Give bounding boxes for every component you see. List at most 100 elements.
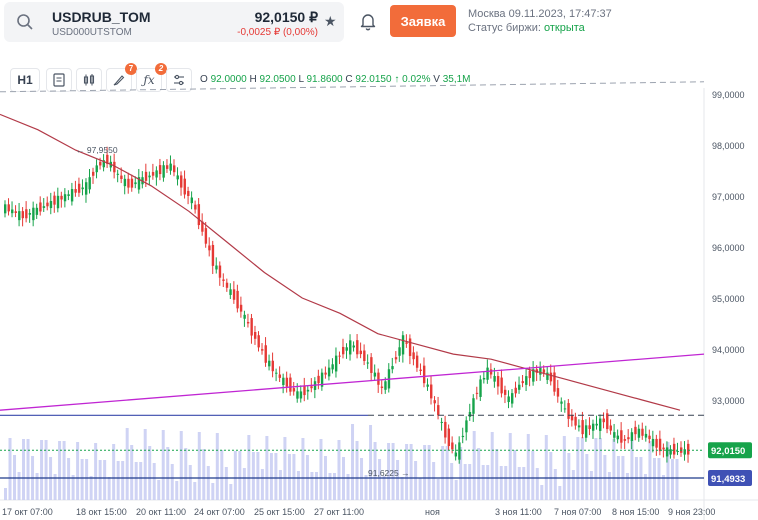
- exchange-status-label: Статус биржи:: [468, 22, 545, 34]
- candle-body: [444, 421, 447, 438]
- volume-bar: [337, 440, 341, 500]
- chart-type-button[interactable]: [76, 68, 102, 92]
- candle-body: [496, 376, 500, 387]
- candle-body: [514, 387, 517, 394]
- candle-body: [356, 340, 359, 355]
- volume-bar: [513, 450, 517, 500]
- volume-bar: [355, 441, 359, 500]
- candle-body: [229, 289, 232, 295]
- volume-bar: [378, 459, 382, 500]
- candle-body: [613, 432, 616, 438]
- x-tick-label: 20 окт 11:00: [136, 507, 186, 517]
- settings-sliders-button[interactable]: [166, 68, 192, 92]
- volume-bar: [112, 444, 116, 500]
- order-button[interactable]: Заявка: [390, 5, 456, 37]
- candle-body: [528, 370, 532, 379]
- candle-body: [99, 161, 102, 166]
- candle-body: [155, 170, 158, 178]
- candle-body: [7, 204, 10, 212]
- volume-bar: [468, 464, 472, 500]
- candle-body: [591, 423, 595, 431]
- volume-bar: [188, 465, 192, 500]
- candle-body: [574, 416, 577, 426]
- ohlc-close: 92.0150: [355, 74, 392, 85]
- candle-body: [553, 372, 556, 392]
- volume-bar: [630, 440, 634, 500]
- chart-panel[interactable]: H1 7 ƒx 2 O 92.0000 H: [0, 58, 758, 520]
- volume-bar: [427, 445, 431, 500]
- volume-bar: [657, 458, 661, 500]
- x-tick-label: 3 ноя 11:00: [495, 507, 542, 517]
- candle-body: [391, 366, 394, 370]
- volume-bar: [558, 486, 562, 500]
- candle-body: [18, 211, 21, 221]
- ohlc-legend: O 92.0000 H 92.0500 L 91.8600 C 92.0150 …: [200, 74, 471, 85]
- candle-body: [4, 204, 7, 214]
- candle-body: [489, 369, 493, 375]
- volume-bar: [229, 484, 233, 500]
- volume-bar: [454, 480, 458, 500]
- candle-body: [602, 418, 605, 423]
- volume-bar: [508, 433, 512, 500]
- volume-bar: [499, 466, 503, 500]
- candle-body: [447, 428, 451, 447]
- candle-body: [88, 177, 91, 190]
- candle-body: [683, 449, 686, 455]
- candle-body: [641, 428, 644, 436]
- candle-body: [482, 377, 486, 380]
- ohlc-l-label: L: [298, 74, 304, 85]
- volume-bar: [139, 462, 143, 500]
- volume-bar: [351, 424, 355, 500]
- candle-body: [493, 376, 496, 382]
- chart-settings-button[interactable]: [46, 68, 72, 92]
- candle-body: [511, 393, 514, 404]
- candle-body: [373, 372, 377, 377]
- volume-bar: [522, 467, 526, 500]
- volume-bar: [116, 461, 120, 500]
- volume-bar: [157, 480, 161, 500]
- volume-bar: [260, 469, 264, 500]
- volume-bar: [269, 453, 273, 500]
- instrument-search[interactable]: USDRUB_TOM USD000UTSTOM 92,0150 ₽ -0,002…: [4, 2, 344, 42]
- candle-body: [623, 439, 627, 441]
- candle-body: [116, 173, 120, 175]
- candle-body: [370, 357, 373, 373]
- candle-body: [84, 182, 88, 195]
- drawing-tools-button[interactable]: 7: [106, 63, 137, 92]
- volume-bar: [170, 464, 174, 500]
- candle-body: [518, 384, 521, 390]
- candle-body: [225, 282, 229, 288]
- candle-body: [687, 443, 690, 455]
- candle-body: [363, 350, 366, 361]
- indicators-button[interactable]: ƒx 2: [136, 63, 167, 92]
- moving-average-line: [0, 113, 681, 411]
- candle-body: [187, 190, 190, 196]
- bell-icon[interactable]: [358, 11, 378, 31]
- volume-bar: [477, 448, 481, 500]
- volume-bar: [585, 454, 589, 500]
- volume-bar: [130, 445, 134, 500]
- candle-body: [401, 335, 405, 355]
- price-chart[interactable]: 99,0000 98,0000 97,0000 96,0000 95,0000 94,00…: [0, 58, 758, 520]
- candle-body: [32, 207, 35, 221]
- candle-body: [672, 443, 676, 455]
- candle-body: [662, 447, 665, 450]
- candle-body: [486, 367, 489, 380]
- candle-body: [67, 194, 70, 196]
- favorite-star-icon[interactable]: ★: [324, 13, 337, 29]
- candle-body: [25, 209, 28, 219]
- volume-bar: [598, 438, 602, 500]
- volume-bar: [450, 463, 454, 500]
- candle-body: [627, 437, 630, 440]
- volume-bar: [301, 438, 305, 500]
- candle-body: [158, 165, 162, 175]
- candle-body: [21, 211, 25, 219]
- last-price: 92,0150 ₽: [254, 9, 318, 25]
- volume-bar: [373, 442, 377, 500]
- pen-icon: [113, 75, 125, 86]
- volume-bar: [549, 452, 553, 500]
- search-icon: [17, 14, 33, 30]
- interval-button[interactable]: H1: [10, 68, 40, 92]
- candle-body: [28, 213, 32, 215]
- volume-bar: [360, 458, 364, 500]
